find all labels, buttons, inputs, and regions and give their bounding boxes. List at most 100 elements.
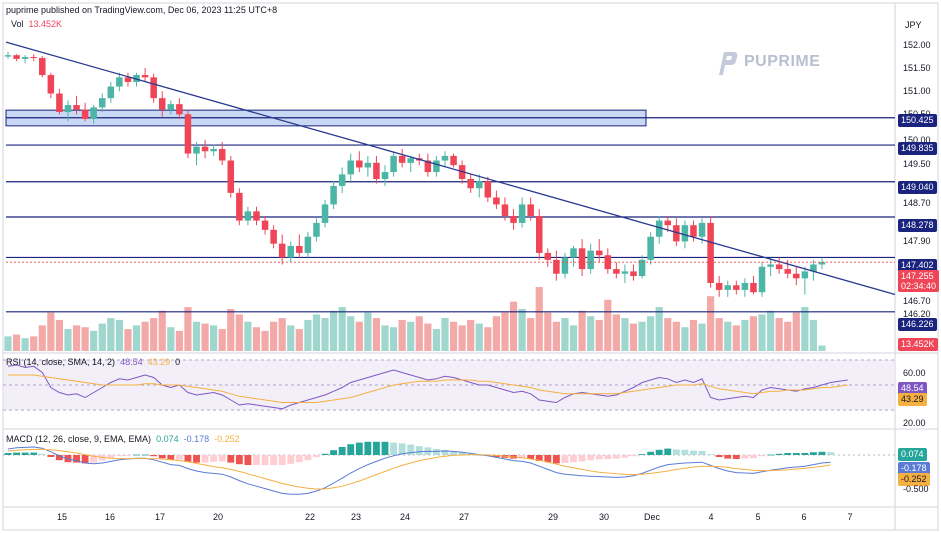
rsi-value-pill: 48.54 [898, 382, 927, 395]
macd-histogram-bar [201, 455, 209, 463]
macd-histogram-bar [167, 455, 175, 460]
macd-histogram-bar [681, 449, 689, 455]
time-label: 16 [104, 512, 116, 522]
volume-bar [81, 327, 89, 351]
volume-bar [552, 321, 560, 351]
macd-histogram-bar [475, 455, 483, 456]
macd-histogram-bar [630, 455, 637, 457]
rsi-legend-extra: 0 [175, 357, 181, 367]
candle-body [493, 197, 500, 205]
macd-histogram-bar [801, 453, 809, 455]
candle-body [347, 160, 354, 175]
macd-signal-line [7, 448, 831, 490]
volume-bar [681, 327, 689, 351]
volume-bar [47, 312, 55, 351]
macd-histogram-bar [578, 455, 586, 462]
candle-body [630, 271, 637, 277]
macd-histogram-bar [210, 455, 218, 462]
current-price-pill: 147.255 02:34:40 [898, 270, 940, 292]
macd-histogram-bar [141, 454, 149, 456]
volume-bar [707, 296, 715, 351]
candle-body [510, 215, 517, 223]
volume-bar [184, 307, 192, 351]
macd-legend-signal: -0.178 [183, 434, 210, 444]
volume-bar [509, 301, 518, 351]
candle-body [39, 57, 46, 76]
rsi-sma-line [8, 374, 848, 403]
volume-bar [792, 312, 800, 351]
price-tick: 151.00 [903, 86, 931, 96]
trendline [5, 41, 896, 296]
macd-histogram-bar [638, 454, 646, 455]
candle-body [621, 271, 629, 274]
macd-histogram-bar [338, 447, 346, 455]
candle-body [647, 236, 654, 260]
candle-body [261, 220, 269, 230]
candle-body [681, 225, 689, 242]
rsi-line [7, 364, 848, 410]
volume-bar [107, 318, 115, 351]
candle-body [47, 75, 55, 94]
macd-histogram-bar [218, 455, 226, 462]
volume-bar [407, 321, 415, 351]
candle-body [4, 55, 12, 57]
macd-histogram-bar [253, 455, 260, 465]
macd-histogram-bar [390, 442, 398, 455]
macd-histogram-bar [604, 455, 612, 459]
macd-histogram-bar [775, 453, 783, 455]
candle-body [733, 285, 740, 290]
macd-tick: -0.500 [903, 484, 929, 494]
macd-histogram-bar [175, 455, 183, 460]
macd-histogram-bar [758, 455, 766, 457]
candle-body [433, 160, 440, 173]
volume-bar [389, 327, 398, 351]
candle-body [527, 204, 534, 216]
macd-histogram-bar [407, 444, 415, 455]
volume-bar [501, 312, 509, 351]
volume-bar [398, 319, 406, 351]
volume-bar [38, 325, 46, 351]
macd-histogram-bar [432, 449, 440, 455]
macd-histogram-bar [621, 455, 629, 458]
current-price-value: 147.255 [901, 271, 934, 281]
candle-body [218, 148, 226, 161]
macd-histogram-bar [441, 449, 449, 455]
candle-body [553, 259, 560, 274]
time-label: 22 [304, 512, 316, 522]
time-label: 7 [847, 512, 853, 522]
candle-body [758, 266, 766, 293]
volume-bar [758, 314, 766, 351]
candle-body [304, 236, 312, 253]
price-tick: 150.00 [903, 135, 931, 145]
candle-body [321, 204, 329, 223]
volume-bar [55, 319, 64, 351]
macd-histogram-bar [827, 452, 834, 455]
candle-body [707, 222, 714, 283]
macd-histogram-bar [732, 455, 740, 459]
macd-histogram-bar [664, 448, 672, 455]
macd-histogram-bar [561, 455, 569, 463]
candle-body [244, 211, 252, 221]
volume-bar [561, 318, 569, 351]
macd-signal-pill: -0.178 [898, 462, 930, 475]
macd-histogram-bar [13, 452, 20, 455]
candle-body [767, 264, 774, 267]
candle-body [775, 264, 783, 270]
candle-body [73, 105, 80, 110]
candle-body [450, 155, 457, 166]
volume-bar [347, 316, 355, 351]
candle-body [278, 243, 286, 258]
volume-bar [295, 329, 303, 351]
macd-histogram-bar [4, 453, 12, 455]
volume-bar [809, 319, 818, 351]
volume-bar [578, 310, 586, 351]
candle-body [484, 181, 492, 198]
price-tick: 151.50 [903, 63, 931, 73]
volume-bar [647, 316, 655, 351]
time-label: 4 [708, 512, 714, 522]
candle-body [364, 162, 372, 168]
volume-bar [715, 318, 723, 351]
candle-body [107, 86, 115, 99]
volume-bar [518, 308, 526, 351]
level-pill: 146.226 [898, 318, 937, 331]
